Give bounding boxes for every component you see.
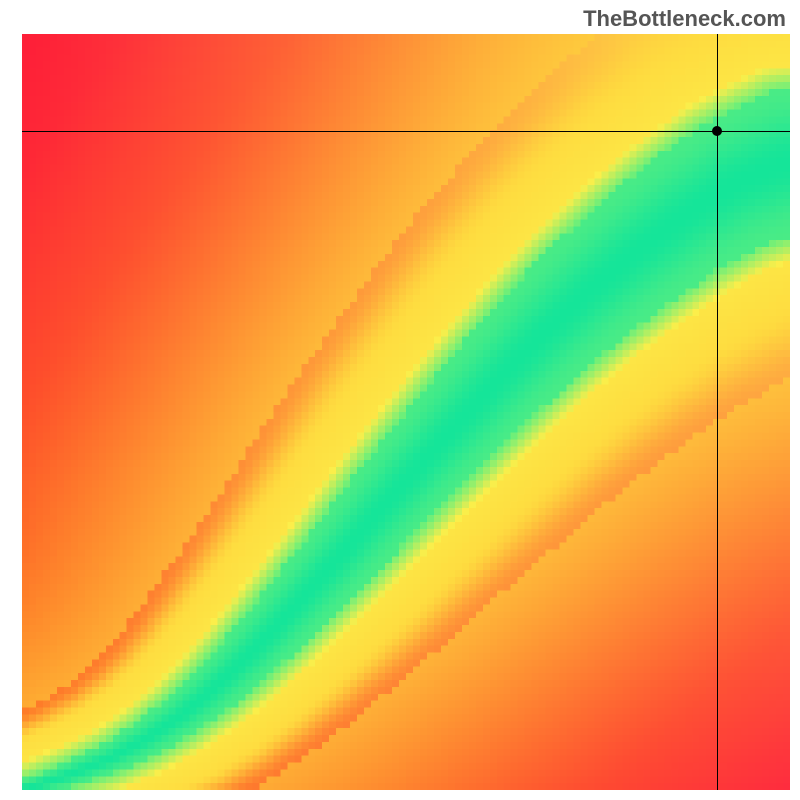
crosshair-horizontal-line (22, 131, 790, 132)
crosshair-marker-dot (712, 126, 722, 136)
crosshair-vertical-line (717, 34, 718, 790)
bottleneck-heatmap (22, 34, 790, 790)
watermark-label: TheBottleneck.com (583, 6, 786, 32)
